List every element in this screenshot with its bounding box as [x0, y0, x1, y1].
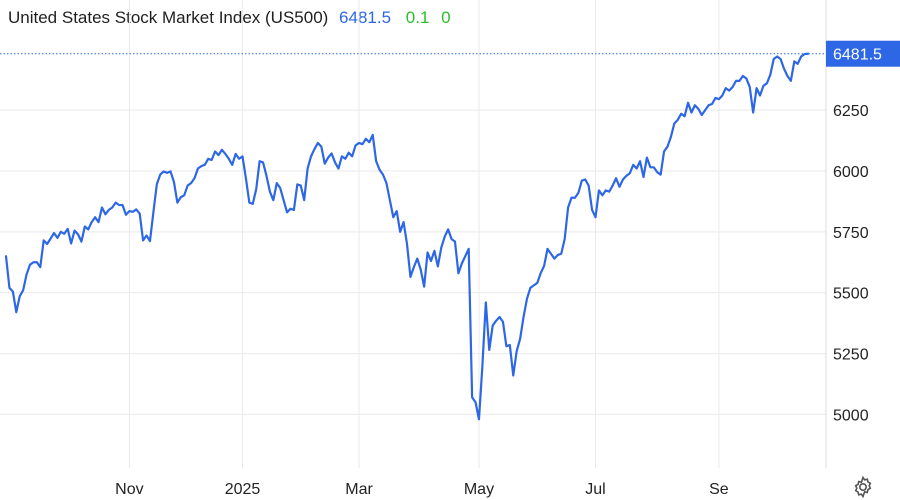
- y-tick-label: 5250: [833, 347, 869, 364]
- last-value-badge: [826, 40, 900, 67]
- x-tick-label: Mar: [345, 481, 373, 498]
- x-tick-label: Nov: [115, 481, 143, 498]
- series-layer: [4, 52, 810, 421]
- y-tick-label: 5000: [833, 407, 869, 424]
- y-tick-label: 5750: [833, 225, 869, 242]
- price-change-percent: 0: [441, 8, 451, 27]
- price-change: 0.1: [405, 8, 430, 27]
- gear-icon[interactable]: [851, 475, 875, 499]
- y-tick-label: 6000: [833, 164, 869, 181]
- y-axis: 5000 5250 5500 5750 6000 6250: [833, 103, 869, 424]
- chart-title: United States Stock Market Index (US500): [8, 8, 329, 27]
- x-axis: Nov 2025 Mar May Jul Se: [115, 481, 729, 498]
- y-tick-label: 6250: [833, 103, 869, 120]
- x-tick-label: Se: [709, 481, 729, 498]
- x-tick-label: Jul: [585, 481, 605, 498]
- chart-header: United States Stock Market Index (US500)…: [8, 7, 451, 29]
- last-value-marker: 6481.5: [0, 40, 900, 67]
- y-tick-label: 5500: [833, 286, 869, 303]
- x-tick-label: May: [464, 481, 494, 498]
- gridlines: [0, 0, 827, 468]
- x-tick-label: 2025: [225, 481, 261, 498]
- last-value-label: 6481.5: [833, 47, 882, 64]
- series-line: [4, 52, 810, 421]
- current-price: 6481.5: [339, 8, 392, 27]
